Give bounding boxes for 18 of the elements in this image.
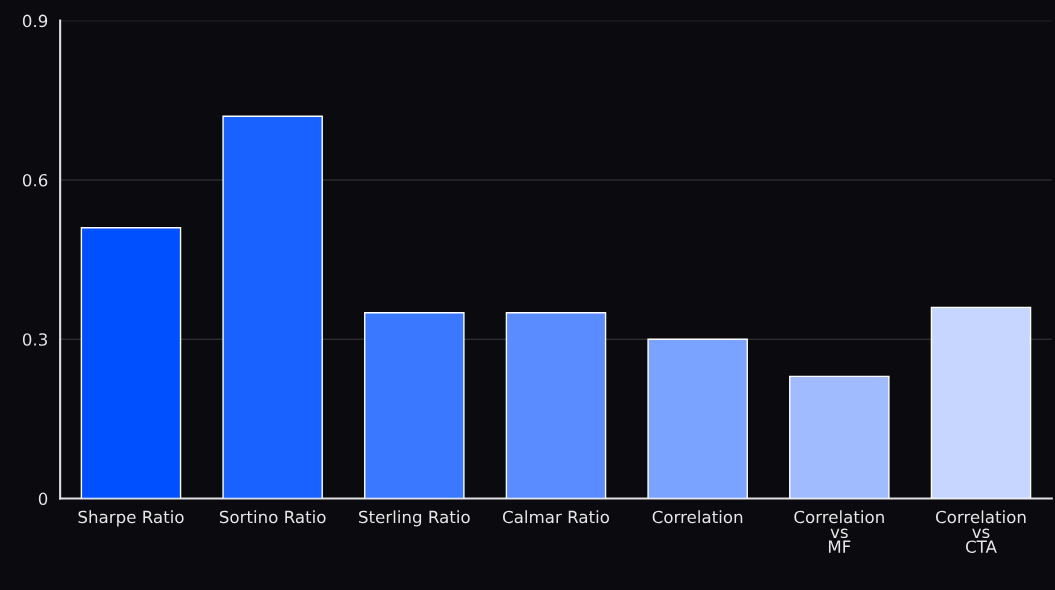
y-tick-label: 0.9	[22, 14, 48, 28]
y-tick-label: 0	[38, 492, 48, 506]
x-tick-label: Correlation vs CTA	[935, 510, 1026, 553]
x-tick-label: Calmar Ratio	[502, 510, 610, 524]
bar	[80, 227, 182, 499]
bar	[930, 306, 1032, 499]
x-tick-label: Sortino Ratio	[219, 510, 326, 524]
bar	[364, 312, 465, 499]
x-tick-label: Correlation vs MF	[794, 510, 884, 553]
bar	[647, 338, 748, 499]
y-tick-label: 0.6	[22, 173, 48, 187]
bar	[789, 375, 890, 499]
y-tick-label: 0.3	[22, 333, 47, 346]
x-tick-label: Sterling Ratio	[359, 510, 470, 527]
bar	[222, 115, 323, 499]
x-tick-label: Correlation	[652, 510, 743, 524]
x-tick-label: Sharpe Ratio	[78, 510, 184, 527]
bar	[505, 312, 607, 499]
